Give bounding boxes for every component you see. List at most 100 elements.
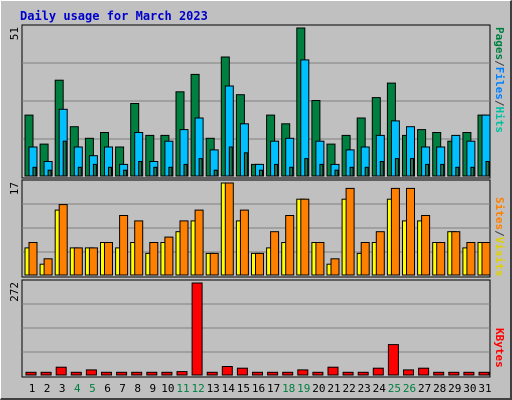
sites-bar	[375, 231, 385, 276]
sites-bar	[134, 220, 144, 276]
pages-bar	[183, 163, 188, 177]
day-label: 3	[59, 382, 66, 395]
sites-bar	[390, 187, 400, 276]
sites-bar	[209, 252, 219, 276]
sites-bar	[194, 209, 204, 276]
kbytes-bar	[85, 369, 97, 376]
kbytes-bar	[448, 371, 460, 376]
kbytes-bar	[221, 366, 233, 376]
day-label: 26	[403, 382, 416, 395]
kbytes-bar	[116, 371, 128, 376]
day-label: 15	[237, 382, 250, 395]
sites-bar	[224, 182, 234, 276]
sites-bar	[300, 198, 310, 276]
sites-bar	[330, 258, 340, 276]
day-label: 10	[161, 382, 174, 395]
sites-bar	[285, 215, 295, 276]
pages-bar	[425, 163, 430, 177]
kbytes-bar	[403, 369, 414, 376]
day-label: 19	[297, 382, 310, 395]
day-label: 22	[342, 382, 355, 395]
legend-files: Files	[493, 67, 506, 100]
sites-bar	[345, 187, 355, 276]
day-label: 2	[44, 382, 51, 395]
kbytes-bar	[131, 371, 143, 376]
sites-bar	[406, 187, 415, 276]
sites-bar	[104, 242, 113, 276]
kbytes-max-label: 272	[8, 282, 21, 302]
kbytes-bar	[161, 371, 173, 376]
pages-bar	[440, 163, 445, 177]
hits-legend: Pages/Files/Hits	[493, 27, 506, 133]
pages-bar	[168, 166, 173, 177]
day-label: 1	[29, 382, 36, 395]
pages-bar	[259, 169, 263, 177]
day-label: 12	[191, 382, 204, 395]
pages-bar	[349, 166, 354, 177]
kbytes-bar	[282, 371, 294, 376]
kbytes-bar	[478, 371, 490, 376]
sites-bar	[421, 215, 431, 276]
day-label: 8	[134, 382, 141, 395]
sites-bar	[119, 215, 129, 276]
pages-bar	[470, 166, 475, 177]
pages-bar	[394, 158, 399, 177]
pages-bar	[410, 158, 414, 177]
day-label: 11	[176, 382, 189, 395]
sites-bar	[270, 231, 280, 276]
pages-bar	[62, 140, 67, 177]
kbytes-bar	[40, 371, 52, 376]
day-label: 4	[74, 382, 81, 395]
sites-bar	[164, 236, 174, 276]
kbytes-bar	[252, 371, 263, 376]
day-label: 13	[207, 382, 220, 395]
sites-max-label: 17	[8, 182, 21, 195]
day-label: 5	[89, 382, 96, 395]
kbytes-bar	[312, 371, 324, 376]
pages-bar	[289, 166, 294, 177]
sites-bar	[73, 247, 83, 276]
sites-bar	[28, 242, 38, 276]
kbytes-bar	[206, 371, 218, 376]
sites-bar	[436, 242, 446, 276]
day-labels: 1 2 3 4 5 6 7 8 9 10 11 12 13 14 15 16 17 18 19 20 21 22 23 24 2…	[29, 382, 492, 395]
day-label: 27	[418, 382, 431, 395]
day-label: 21	[327, 382, 340, 395]
pages-bar	[138, 161, 143, 177]
pages-bar	[379, 161, 384, 177]
day-label: 31	[478, 382, 491, 395]
pages-bar	[108, 166, 112, 177]
day-label: 23	[358, 382, 371, 395]
kbytes-bar	[101, 371, 112, 376]
sites-bar	[88, 247, 98, 276]
pages-bar	[334, 169, 339, 177]
legend-sites: Sites	[493, 197, 506, 230]
sites-bar	[43, 258, 53, 276]
bars	[24, 27, 491, 376]
chart-title: Daily usage for March 2023	[20, 9, 208, 23]
sites-bar	[58, 204, 68, 276]
day-label: 18	[282, 382, 295, 395]
legend-sep-3: /	[493, 230, 506, 237]
legend-visits: Visits	[493, 237, 506, 277]
kbytes-bar	[327, 366, 339, 376]
sites-bar	[255, 252, 264, 276]
kbytes-bar	[387, 344, 399, 376]
day-label: 6	[104, 382, 111, 395]
pages-bar	[47, 169, 52, 177]
day-label: 17	[267, 382, 280, 395]
pages-bar	[32, 166, 37, 177]
kbytes-bar	[342, 371, 354, 376]
legend-hits: Hits	[493, 107, 506, 134]
day-label: 14	[222, 382, 236, 395]
kbytes-legend: KBytes	[493, 328, 506, 368]
kbytes-bar	[191, 282, 203, 376]
sites-bar	[239, 209, 249, 276]
pages-bar	[123, 169, 128, 177]
kbytes-bar	[418, 367, 430, 376]
pages-bar	[304, 158, 309, 177]
kbytes-bar	[55, 366, 67, 376]
pages-bar	[319, 163, 324, 177]
pages-bar	[198, 158, 203, 177]
sites-bar	[451, 231, 461, 276]
